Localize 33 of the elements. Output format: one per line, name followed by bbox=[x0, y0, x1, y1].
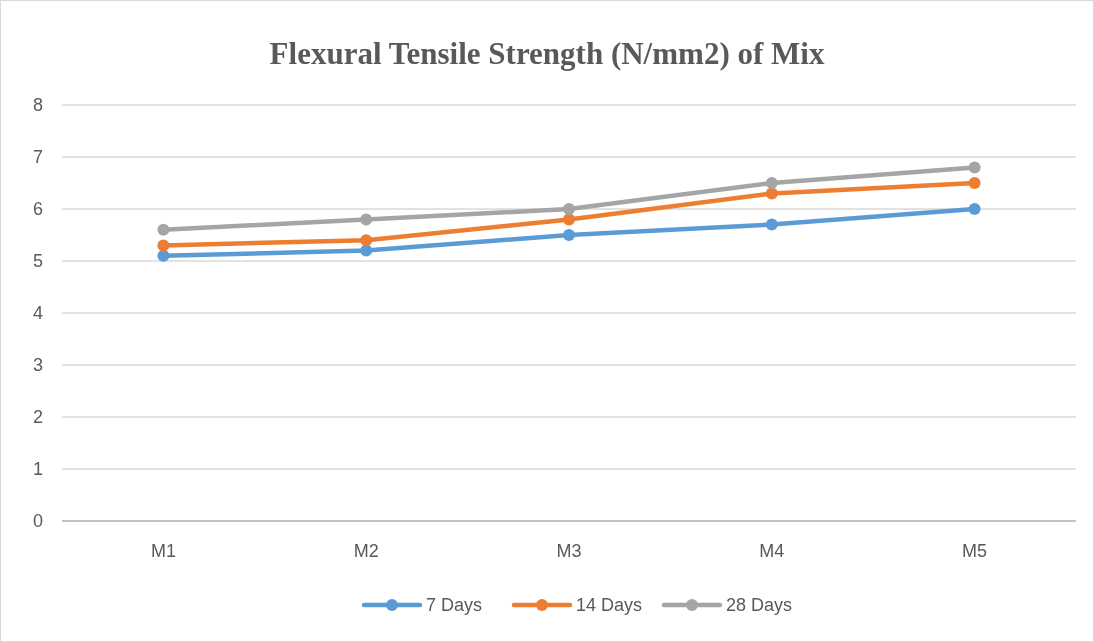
point bbox=[157, 249, 170, 262]
x-tick-label: M4 bbox=[759, 541, 785, 561]
point bbox=[563, 213, 575, 226]
chart-title: Flexural Tensile Strength (N/mm2) of Mix bbox=[269, 36, 825, 71]
point bbox=[968, 161, 981, 174]
x-tick-label: M1 bbox=[150, 541, 176, 561]
point bbox=[968, 177, 981, 189]
point bbox=[563, 203, 575, 215]
point bbox=[157, 223, 170, 236]
legend-label: 28 Days bbox=[726, 595, 793, 616]
point bbox=[360, 234, 373, 247]
point bbox=[360, 213, 373, 226]
point bbox=[563, 229, 575, 241]
y-tick-label: 5 bbox=[32, 251, 44, 272]
y-tick-label: 2 bbox=[32, 407, 44, 428]
y-tick-label: 1 bbox=[32, 459, 44, 480]
x-tick-label: M3 bbox=[556, 541, 582, 561]
y-tick-label: 0 bbox=[32, 511, 44, 532]
point bbox=[765, 177, 778, 189]
point bbox=[968, 203, 981, 215]
point bbox=[765, 187, 778, 200]
x-tick-label: M2 bbox=[353, 541, 379, 561]
legend-label: 7 Days bbox=[426, 595, 483, 616]
y-tick-label: 7 bbox=[32, 147, 44, 168]
point bbox=[360, 244, 373, 257]
y-tick-label: 3 bbox=[32, 355, 44, 376]
y-tick-label: 8 bbox=[32, 95, 44, 116]
point bbox=[157, 239, 170, 252]
y-tick-label: 6 bbox=[32, 199, 44, 220]
point bbox=[765, 218, 778, 231]
y-tick-label: 4 bbox=[32, 303, 44, 324]
x-tick-label: M5 bbox=[962, 541, 988, 561]
legend-label: 14 Days bbox=[576, 595, 643, 616]
